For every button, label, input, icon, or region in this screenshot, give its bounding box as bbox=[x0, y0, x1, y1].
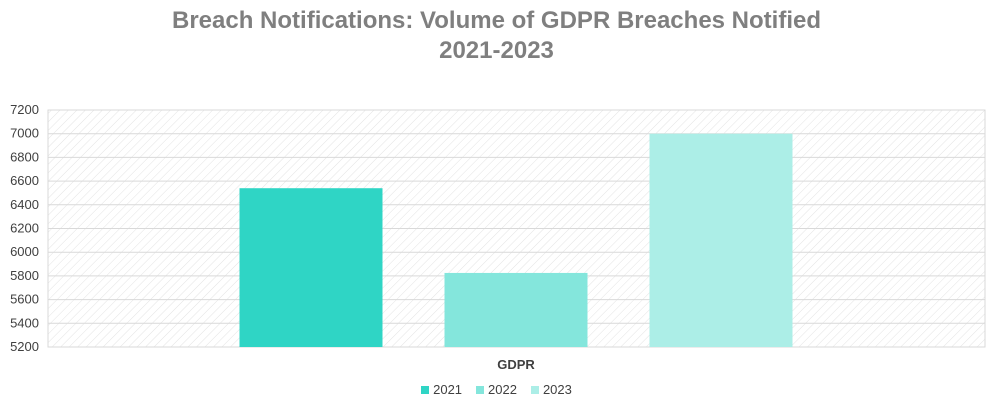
legend-label: 2022 bbox=[488, 382, 517, 397]
y-tick-label: 7000 bbox=[10, 126, 39, 141]
legend-swatch bbox=[476, 385, 485, 394]
bar-2022 bbox=[444, 272, 588, 347]
y-tick-label: 5800 bbox=[10, 268, 39, 283]
y-tick-label: 6600 bbox=[10, 173, 39, 188]
bar-2021 bbox=[239, 188, 383, 347]
y-tick-label: 7200 bbox=[10, 102, 39, 117]
legend-item-2023: 2023 bbox=[530, 382, 572, 397]
x-axis: GDPR bbox=[497, 357, 535, 372]
legend-item-2022: 2022 bbox=[476, 382, 517, 397]
y-tick-label: 6200 bbox=[10, 221, 39, 236]
y-tick-label: 5200 bbox=[10, 339, 39, 354]
y-tick-label: 6800 bbox=[10, 149, 39, 164]
y-tick-label: 5400 bbox=[10, 315, 39, 330]
chart-title-line-1: Breach Notifications: Volume of GDPR Bre… bbox=[172, 7, 821, 34]
y-tick-label: 6400 bbox=[10, 197, 39, 212]
y-tick-label: 6000 bbox=[10, 244, 39, 259]
legend-item-2021: 2021 bbox=[421, 382, 462, 397]
legend-swatch bbox=[421, 385, 430, 394]
legend-label: 2021 bbox=[433, 382, 463, 397]
y-tick-label: 5600 bbox=[10, 292, 39, 307]
bar-2023 bbox=[649, 133, 793, 347]
legend-label: 2023 bbox=[542, 382, 572, 397]
legend-swatch bbox=[530, 385, 539, 394]
legend: 2021 2022 2023 bbox=[0, 382, 993, 397]
y-axis: 5200 5400 5600 5800 6000 6200 6400 6600 6800 7000… bbox=[10, 102, 39, 354]
category-label: GDPR bbox=[497, 357, 535, 372]
bars bbox=[239, 133, 793, 347]
chart-title-line-2: 2021-2023 bbox=[439, 37, 554, 64]
chart-title: Breach Notifications: Volume of GDPR Bre… bbox=[0, 6, 993, 66]
